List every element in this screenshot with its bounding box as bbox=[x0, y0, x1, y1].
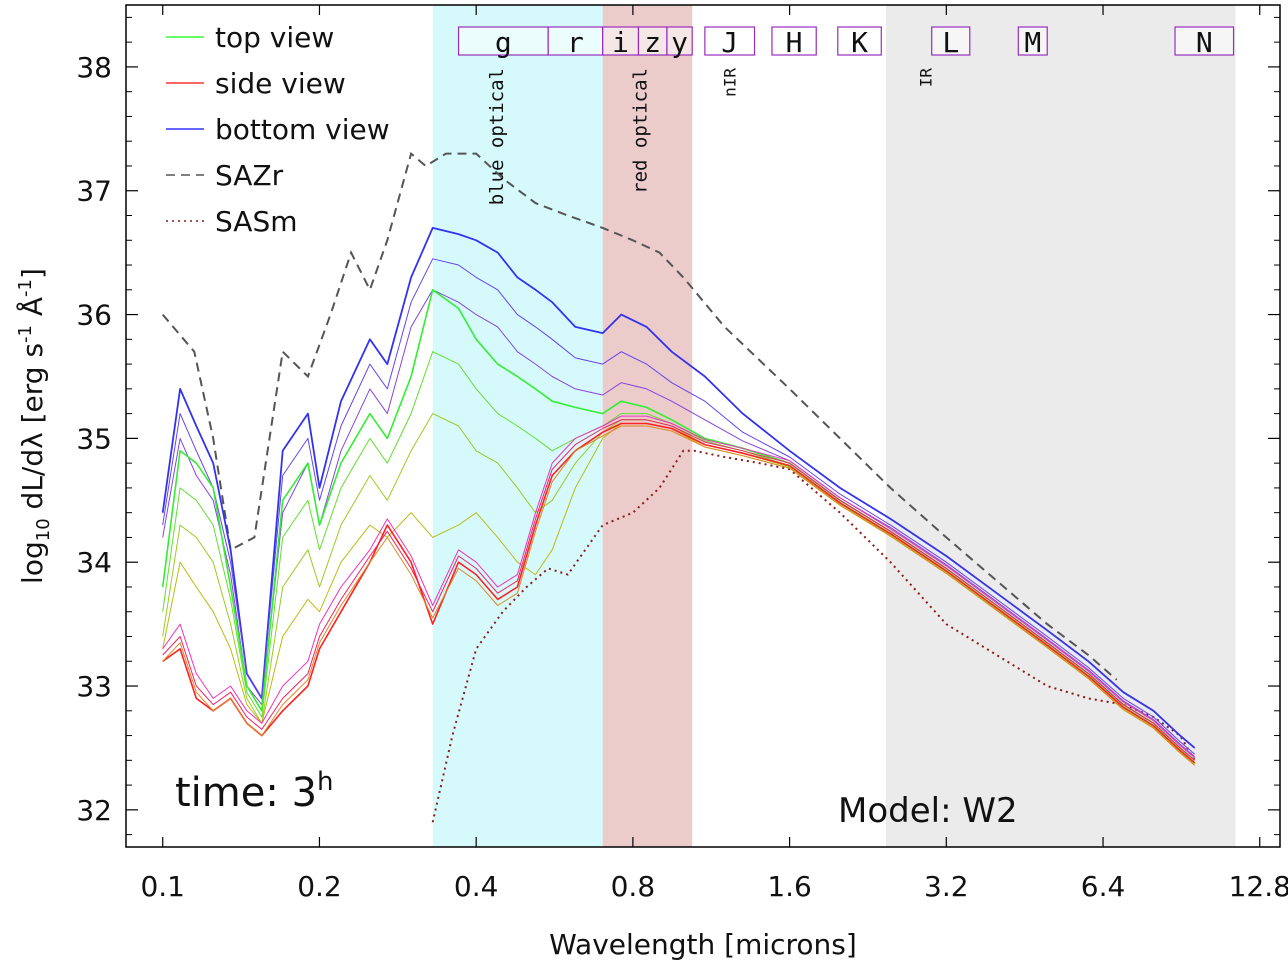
band-label-N: N bbox=[1196, 26, 1213, 59]
ylabel-sup1: -1 bbox=[15, 325, 36, 343]
y-tick-label: 34 bbox=[76, 546, 112, 579]
axis-ticks: 0.1 0.2 0.4 0.8 1.6 3.2 6.4 12.8 32 33 34 35 36 37 38 bbox=[76, 5, 1288, 903]
band-box-M bbox=[1017, 26, 1048, 56]
ref-line-sazr bbox=[161, 151, 1118, 681]
band-label-H: H bbox=[786, 26, 803, 59]
band-box-y bbox=[666, 26, 693, 56]
x-tick-label: 0.8 bbox=[611, 870, 656, 903]
time-label-text: time: 3 bbox=[175, 770, 317, 816]
x-tick-label: 0.2 bbox=[297, 870, 342, 903]
band-box-L bbox=[931, 26, 971, 56]
band-box-N bbox=[1174, 26, 1235, 56]
series-line-side-view-2 bbox=[162, 419, 1196, 761]
band-label-M: M bbox=[1024, 26, 1041, 59]
model-series bbox=[161, 226, 1196, 766]
y-tick-label: 32 bbox=[76, 794, 112, 827]
ylabel-mid: dL/dλ [erg s bbox=[16, 343, 49, 518]
y-tick-label: 36 bbox=[76, 299, 112, 332]
band-box-g bbox=[457, 26, 549, 56]
band-label-g: g bbox=[495, 26, 512, 59]
y-tick-label: 38 bbox=[76, 51, 112, 84]
series-line-bottom-view-2 bbox=[162, 258, 1196, 755]
plot-frame bbox=[125, 4, 1281, 848]
wavelength-regions bbox=[432, 5, 1236, 847]
x-tick-label: 6.4 bbox=[1081, 870, 1126, 903]
region-label-blue-optical: blue optical bbox=[486, 68, 508, 205]
y-tick-label: 33 bbox=[76, 670, 112, 703]
model-annotation: Model: W2 bbox=[838, 791, 1018, 831]
legend-label-side-view: side view bbox=[215, 67, 346, 100]
legend: top view side view bottom view SAZr SASm bbox=[166, 21, 390, 238]
x-tick-label: 0.4 bbox=[454, 870, 499, 903]
ref-line-sasm bbox=[431, 449, 1196, 823]
band-box-K bbox=[837, 26, 882, 56]
band-box-z bbox=[637, 26, 668, 56]
reference-curves bbox=[161, 151, 1196, 823]
x-tick-label: 0.1 bbox=[140, 870, 185, 903]
band-label-r: r bbox=[567, 26, 584, 59]
ylabel-mid2: Å bbox=[15, 297, 49, 325]
y-tick-label: 35 bbox=[76, 422, 112, 455]
band-box-i bbox=[602, 26, 640, 56]
x-tick-label: 1.6 bbox=[767, 870, 812, 903]
x-tick-label: 3.2 bbox=[924, 870, 969, 903]
ylabel-sup2: -1 bbox=[15, 279, 36, 297]
legend-label-sazr: SAZr bbox=[215, 159, 284, 192]
y-tick-label: 37 bbox=[76, 175, 112, 208]
x-axis-label: Wavelength [microns] bbox=[549, 928, 857, 961]
series-line-side-view-3 bbox=[162, 415, 1196, 759]
ylabel-log: log bbox=[16, 541, 49, 584]
y-axis-label: log10 dL/dλ [erg s-1 Å-1] bbox=[15, 268, 54, 584]
series-line-side-view-4 bbox=[162, 425, 1196, 766]
region-label-red-optical: red optical bbox=[630, 68, 652, 194]
band-box-r bbox=[547, 26, 604, 56]
band-label-z: z bbox=[644, 26, 661, 59]
band-label-J: J bbox=[721, 26, 738, 59]
series-line-side-view-extreme bbox=[162, 422, 1196, 764]
time-annotation: time: 3h bbox=[175, 767, 334, 816]
band-label-i: i bbox=[612, 26, 629, 59]
legend-label-top-view: top view bbox=[215, 21, 334, 54]
band-label-K: K bbox=[851, 26, 868, 59]
region-label-ir: IR bbox=[917, 68, 936, 88]
band-label-y: y bbox=[671, 26, 688, 59]
ylabel-sub: 10 bbox=[33, 518, 54, 541]
region-labels: blue optical red optical nIR IR bbox=[486, 68, 936, 206]
legend-label-sasm: SASm bbox=[215, 205, 298, 238]
legend-label-bottom-view: bottom view bbox=[215, 113, 390, 146]
time-label-sup: h bbox=[317, 767, 333, 797]
region-label-nir: nIR bbox=[721, 68, 740, 97]
ylabel-end: ] bbox=[16, 268, 49, 279]
band-label-L: L bbox=[942, 26, 959, 59]
region-ir bbox=[885, 5, 1236, 847]
series-line-bottom-view-extreme bbox=[161, 226, 1196, 749]
band-box-J bbox=[704, 26, 756, 56]
band-box-H bbox=[771, 26, 817, 56]
x-tick-label: 12.8 bbox=[1229, 870, 1288, 903]
